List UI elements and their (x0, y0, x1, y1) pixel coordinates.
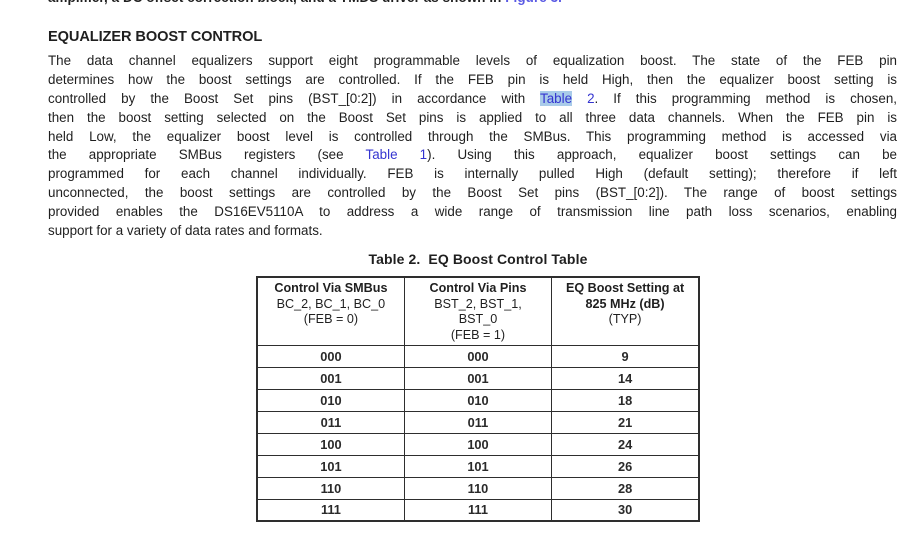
figure-3-link[interactable]: Figure 3. (505, 0, 562, 5)
table-cell: 000 (403, 344, 553, 368)
text-run: The data channel equalizers support eigh… (48, 53, 897, 68)
table-header-cell: Control Via SMBus BC_2, BC_1, BC_0 (FEB = … (256, 276, 405, 346)
table-2-link[interactable]: 2 (572, 90, 595, 106)
table-cell: 21 (551, 410, 700, 434)
paragraph-line: The data channel equalizers support eigh… (48, 52, 897, 71)
table-block: Table 2. EQ Boost Control Table Control … (256, 251, 700, 522)
text-run: support for a variety of data rates and … (48, 223, 323, 239)
table-body: 000 000 9 001 001 14 010 010 18 011 011 21 100 100 24 1… (256, 344, 700, 522)
text-run: the appropriate SMBus registers (see (48, 147, 366, 163)
paragraph-line: provided enables the DS16EV5110A to addr… (48, 203, 897, 222)
table-cell: 011 (403, 410, 553, 434)
table-row: 101 101 26 (256, 454, 700, 478)
body-paragraph: The data channel equalizers support eigh… (48, 52, 897, 241)
table-cell: 101 (256, 454, 405, 478)
table-header-cell: Control Via Pins BST_2, BST_1, BST_0 (FEB =… (403, 276, 553, 346)
paragraph-line: support for a variety of data rates and … (48, 222, 897, 241)
table-cell: 101 (403, 454, 553, 478)
table-row: 100 100 24 (256, 432, 700, 456)
table-cell: 110 (403, 476, 553, 500)
table-cell: 111 (256, 498, 405, 522)
table-cell: 14 (551, 366, 700, 390)
table-row: 010 010 18 (256, 388, 700, 412)
paragraph-line: the appropriate SMBus registers (see Tab… (48, 146, 897, 165)
table-cell: 28 (551, 476, 700, 500)
table-row: 111 111 30 (256, 498, 700, 522)
eq-boost-table: Control Via SMBus BC_2, BC_1, BC_0 (FEB = … (256, 276, 700, 522)
table-row: 110 110 28 (256, 476, 700, 500)
text-run: unconnected, the boost settings are cont… (48, 185, 897, 201)
section-heading: EQUALIZER BOOST CONTROL (48, 29, 263, 45)
text-run: ). Using this approach, equalizer boost … (427, 147, 897, 163)
text-run: provided enables the DS16EV5110A to addr… (48, 204, 897, 220)
table-cell: 100 (256, 432, 405, 456)
clipped-text-line: amplifier, a DC offset correction block,… (48, 0, 898, 5)
table-cell: 30 (551, 498, 700, 522)
table-cell: 001 (403, 366, 553, 390)
table-cell: 9 (551, 344, 700, 368)
table-cell: 000 (256, 344, 405, 368)
table-title: Table 2. EQ Boost Control Table (368, 251, 588, 267)
paragraph-line: controlled by the Boost Set pins (BST_[0… (48, 90, 897, 109)
table-cell: 100 (403, 432, 553, 456)
table-cell: 26 (551, 454, 700, 478)
table-cell: 001 (256, 366, 405, 390)
text-run: controlled by the Boost Set pins (BST_[0… (48, 90, 540, 106)
paragraph-line: held Low, the equalizer boost level is c… (48, 128, 897, 147)
paragraph-line: programmed for each channel individually… (48, 165, 897, 184)
text-run: programmed for each channel individually… (48, 166, 897, 182)
paragraph-line: determines how the boost settings are co… (48, 71, 897, 90)
text-run: then the boost setting selected on the B… (48, 109, 897, 125)
table-cell: 010 (403, 388, 553, 412)
table-header-cell: EQ Boost Setting at 825 MHz (dB) (TYP) (551, 276, 700, 346)
table-cell: 18 (551, 388, 700, 412)
table-cell: 010 (256, 388, 405, 412)
paragraph-line: unconnected, the boost settings are cont… (48, 184, 897, 203)
clipped-text-run: amplifier, a DC offset correction block,… (48, 0, 505, 5)
table-row: 001 001 14 (256, 366, 700, 390)
text-run: held Low, the equalizer boost level is c… (48, 128, 897, 144)
table-row: 000 000 9 (256, 344, 700, 368)
text-run: determines how the boost settings are co… (48, 71, 897, 87)
table-cell: 24 (551, 432, 700, 456)
table-header-row: Control Via SMBus BC_2, BC_1, BC_0 (FEB = … (256, 276, 700, 346)
table-row: 011 011 21 (256, 410, 700, 434)
paragraph-line: then the boost setting selected on the B… (48, 109, 897, 128)
table-1-link[interactable]: Table 1 (365, 147, 428, 163)
table-cell: 011 (256, 410, 405, 434)
table-cell: 110 (256, 476, 405, 500)
text-run: . If this programming method is chosen, (594, 90, 897, 106)
table-cell: 111 (403, 498, 553, 522)
table-2-link-highlighted[interactable]: Table (540, 90, 573, 106)
